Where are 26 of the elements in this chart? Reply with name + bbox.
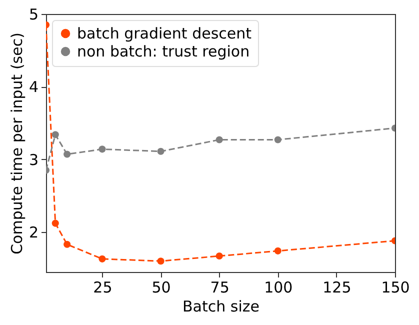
point [98,255,106,262]
point [274,247,282,254]
point [98,146,106,153]
y-tick-label: 2 [28,224,38,242]
point [274,136,282,144]
point [64,240,71,248]
point [157,148,164,155]
x-tick-label: 25 [93,278,112,296]
y-tick-label: 5 [28,6,38,24]
y-axis-title: Compute time per input (sec) [8,32,26,254]
point [157,258,164,265]
y-tick-label: 3 [28,150,38,169]
legend-label: batch gradient descent [77,24,252,42]
legend-label: non batch: trust region [77,42,250,60]
x-tick-label: 150 [381,278,410,296]
x-tick-label: 75 [210,278,230,296]
x-axis-title: Batch size [182,298,260,316]
point [52,131,59,138]
point [216,136,223,144]
x-tick-label: 125 [322,278,352,296]
point [64,150,71,158]
x-tick-label: 50 [152,278,171,296]
point [216,252,223,260]
point [52,220,59,227]
x-tick-label: 100 [264,278,293,296]
y-tick-label: 4 [28,78,38,96]
